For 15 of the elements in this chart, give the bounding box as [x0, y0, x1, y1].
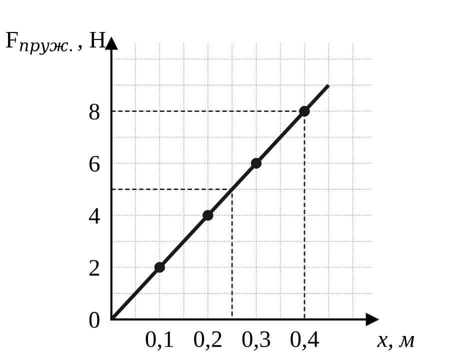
point [299, 106, 310, 117]
point [250, 158, 262, 169]
x-tick-label: 0,4 [290, 331, 319, 351]
y-tick-label: 4 [88, 208, 100, 224]
y-tick-label: 6 [89, 156, 100, 172]
point [154, 262, 166, 273]
y-axis-title: F$_{пруж.}$, Н [6, 32, 106, 55]
x-axis-title: x, м [377, 336, 414, 350]
y-tick-label: 2 [90, 260, 99, 276]
point [202, 210, 214, 221]
x-tick-label: 0,3 [242, 331, 270, 351]
y-tick-label: 8 [89, 104, 100, 120]
x-tick-label: 0,2 [194, 331, 222, 351]
y-tick-label: 0 [89, 312, 100, 328]
x-tick-label: 0,1 [146, 331, 174, 351]
